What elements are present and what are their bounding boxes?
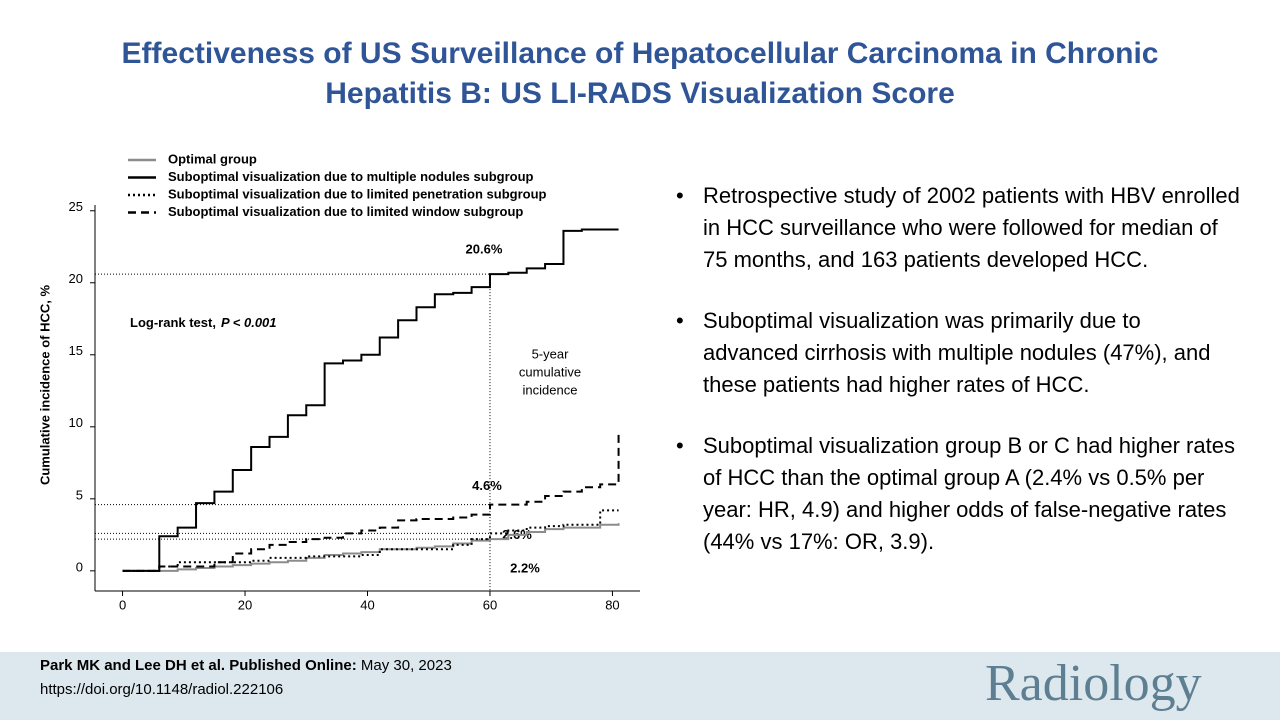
five-year-label: incidence <box>523 382 578 397</box>
legend-label: Suboptimal visualization due to multiple… <box>168 169 534 184</box>
five-year-label: 5-year <box>532 346 570 361</box>
log-rank-annotation: Log-rank test, P < 0.001 <box>130 315 277 330</box>
y-axis-label: Cumulative incidence of HCC, % <box>37 285 52 486</box>
bullet: Retrospective study of 2002 patients wit… <box>676 180 1241 276</box>
x-tick-label: 20 <box>238 597 252 612</box>
x-tick-label: 60 <box>483 597 497 612</box>
y-tick-label: 10 <box>69 415 83 430</box>
chart: 0 5 10 15 20 25 0 20 40 60 80 Cumulative incidence … <box>37 151 640 612</box>
citation: Park MK and Lee DH et al. Published Onli… <box>40 657 452 674</box>
reference-label: 4.6% <box>472 478 502 493</box>
reference-label: 2.2% <box>510 561 540 576</box>
series-line <box>122 228 619 572</box>
x-tick-label: 40 <box>360 597 374 612</box>
y-tick-label: 20 <box>69 271 83 286</box>
series-line <box>122 509 619 572</box>
legend-label: Suboptimal visualization due to limited … <box>168 186 547 201</box>
log-rank-text: Log-rank test, <box>130 315 216 330</box>
x-tick-label: 0 <box>119 597 126 612</box>
legend-label: Suboptimal visualization due to limited … <box>168 204 523 219</box>
y-tick-label: 15 <box>69 343 83 358</box>
x-tick-label: 80 <box>605 597 619 612</box>
slide-title: Effectiveness of US Surveillance of Hepa… <box>121 37 1159 110</box>
journal-logo: Radiology <box>985 655 1202 712</box>
reference-label: 20.6% <box>466 242 503 257</box>
five-year-label: cumulative <box>519 364 581 379</box>
legend-label: Optimal group <box>168 151 257 166</box>
bullet: Suboptimal visualization was primarily d… <box>676 305 1241 401</box>
bullet: Suboptimal visualization group B or C ha… <box>676 430 1241 558</box>
footer: Park MK and Lee DH et al. Published Onli… <box>0 652 1280 720</box>
y-tick-label: 5 <box>76 487 83 502</box>
y-tick-label: 25 <box>69 199 83 214</box>
series-line <box>122 432 620 572</box>
doi: https://doi.org/10.1148/radiol.222106 <box>40 681 284 698</box>
citation-date: May 30, 2023 <box>360 657 452 674</box>
bullet-list: Retrospective study of 2002 patients wit… <box>676 180 1241 587</box>
log-rank-p: P < 0.001 <box>221 315 277 330</box>
citation-authors: Park MK and Lee DH et al. Published Onli… <box>40 657 357 674</box>
y-tick-label: 0 <box>76 559 83 574</box>
